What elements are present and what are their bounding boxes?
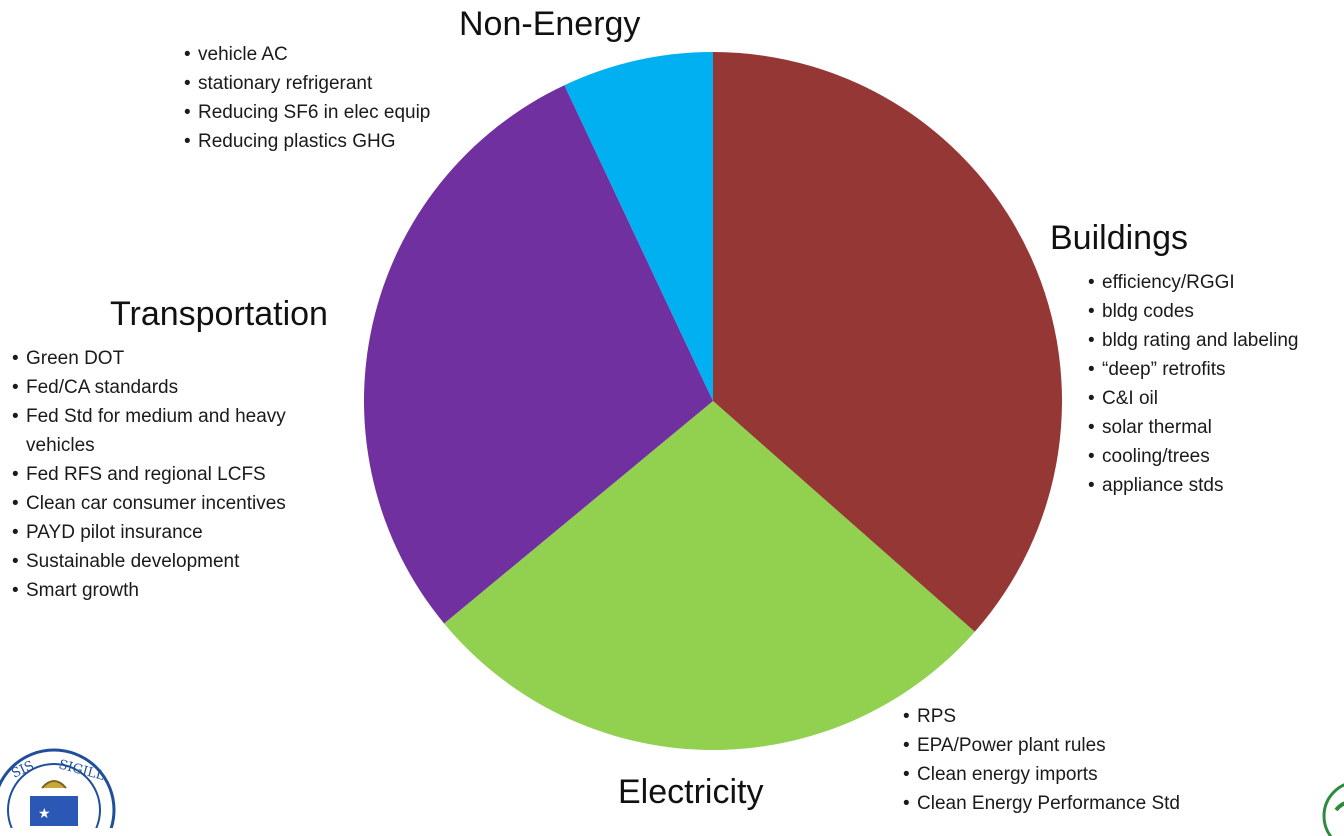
list-item: Clean car consumer incentives <box>12 489 342 518</box>
pie-slice-electricity <box>444 401 975 750</box>
list-item: PAYD pilot insurance <box>12 518 342 547</box>
pie-chart <box>363 51 1062 750</box>
list-item: “deep” retrofits <box>1088 355 1299 384</box>
list-item: solar thermal <box>1088 413 1299 442</box>
non-energy-title: Non-Energy <box>459 5 641 43</box>
transportation-title: Transportation <box>110 295 328 333</box>
list-item: appliance stds <box>1088 471 1299 500</box>
list-item: RPS <box>903 702 1180 731</box>
electricity-list: RPS EPA/Power plant rules Clean energy i… <box>903 702 1180 818</box>
list-item: bldg codes <box>1088 297 1299 326</box>
list-item: Reducing plastics GHG <box>184 127 430 156</box>
pie-slice-transportation <box>363 85 713 624</box>
electricity-title: Electricity <box>618 773 764 811</box>
list-item: C&I oil <box>1088 384 1299 413</box>
list-item: EPA/Power plant rules <box>903 731 1180 760</box>
list-item: Fed/CA standards <box>12 373 342 402</box>
list-item: vehicle AC <box>184 40 430 69</box>
svg-text:★: ★ <box>38 805 51 821</box>
pie-slice-buildings <box>713 52 1062 632</box>
pie-slice-non-energy <box>564 51 713 401</box>
transportation-list: Green DOT Fed/CA standards Fed Std for m… <box>12 344 342 605</box>
list-item: Fed Std for medium and heavy vehicles <box>12 402 342 460</box>
list-item: Green DOT <box>12 344 342 373</box>
list-item: Reducing SF6 in elec equip <box>184 98 430 127</box>
list-item: efficiency/RGGI <box>1088 268 1299 297</box>
buildings-title: Buildings <box>1050 219 1188 257</box>
state-seal-logo: SIS SIGILL ★ <box>0 748 116 828</box>
list-item: Sustainable development <box>12 547 342 576</box>
list-item: Clean energy imports <box>903 760 1180 789</box>
list-item: bldg rating and labeling <box>1088 326 1299 355</box>
list-item: Fed RFS and regional LCFS <box>12 460 342 489</box>
list-item: Clean Energy Performance Std <box>903 789 1180 818</box>
non-energy-list: vehicle AC stationary refrigerant Reduci… <box>184 40 430 156</box>
list-item: Smart growth <box>12 576 342 605</box>
buildings-list: efficiency/RGGI bldg codes bldg rating a… <box>1088 268 1299 500</box>
agency-emblem-logo <box>1322 783 1344 836</box>
list-item: cooling/trees <box>1088 442 1299 471</box>
list-item: stationary refrigerant <box>184 69 430 98</box>
